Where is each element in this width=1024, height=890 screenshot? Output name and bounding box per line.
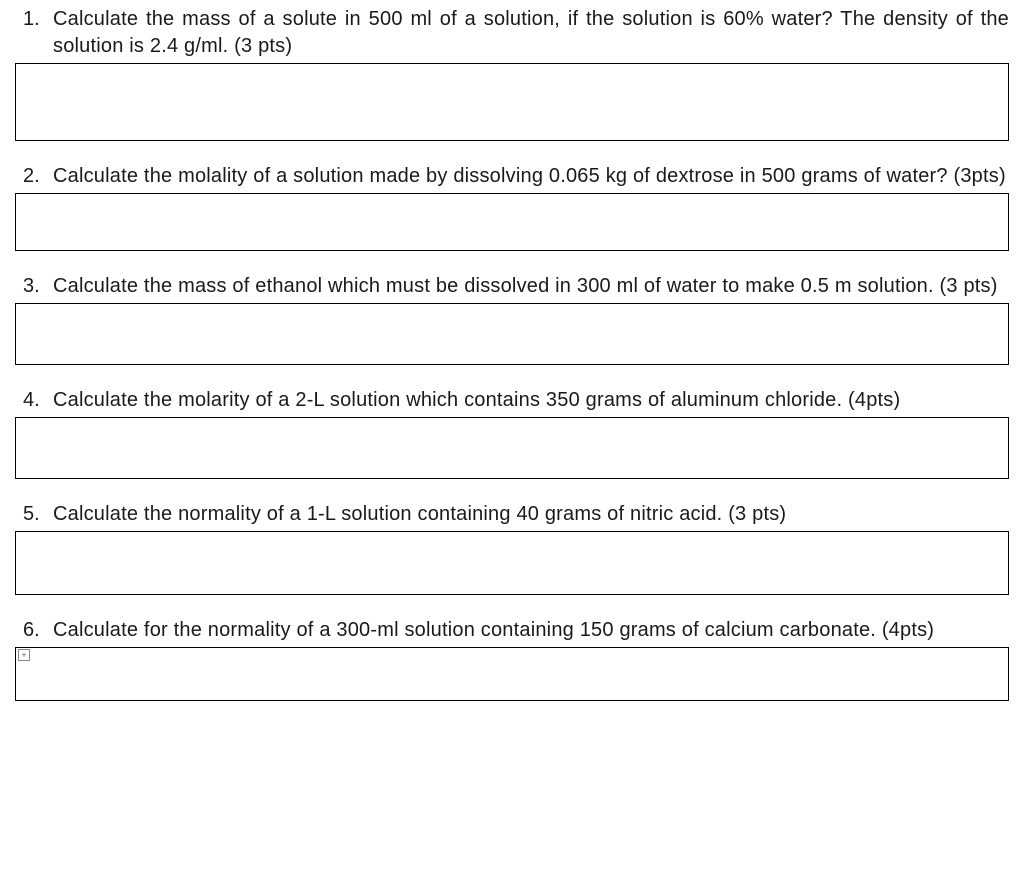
question-number-3: 3. (15, 273, 53, 300)
question-2: 2. Calculate the molality of a solution … (15, 163, 1009, 251)
question-row: 5. Calculate the normality of a 1-L solu… (15, 501, 1009, 528)
question-5: 5. Calculate the normality of a 1-L solu… (15, 501, 1009, 595)
question-number-6: 6. (15, 617, 53, 644)
question-text-3: Calculate the mass of ethanol which must… (53, 273, 1009, 300)
question-number-5: 5. (15, 501, 53, 528)
question-text-6: Calculate for the normality of a 300-ml … (53, 617, 1009, 644)
question-row: 2. Calculate the molality of a solution … (15, 163, 1009, 190)
question-text-1: Calculate the mass of a solute in 500 ml… (53, 6, 1009, 60)
question-number-4: 4. (15, 387, 53, 414)
answer-box-6[interactable] (15, 647, 1009, 701)
anchor-icon: + (18, 649, 30, 661)
question-row: 3. Calculate the mass of ethanol which m… (15, 273, 1009, 300)
answer-box-2[interactable] (15, 193, 1009, 251)
answer-box-3[interactable] (15, 303, 1009, 365)
question-text-4: Calculate the molarity of a 2-L solution… (53, 387, 1009, 414)
question-row: 4. Calculate the molarity of a 2-L solut… (15, 387, 1009, 414)
question-3: 3. Calculate the mass of ethanol which m… (15, 273, 1009, 365)
answer-box-4[interactable] (15, 417, 1009, 479)
question-text-5: Calculate the normality of a 1-L solutio… (53, 501, 1009, 528)
answer-box-5[interactable] (15, 531, 1009, 595)
question-number-1: 1. (15, 6, 53, 33)
question-number-2: 2. (15, 163, 53, 190)
question-6: 6. Calculate for the normality of a 300-… (15, 617, 1009, 701)
question-4: 4. Calculate the molarity of a 2-L solut… (15, 387, 1009, 479)
answer-box-1[interactable] (15, 63, 1009, 141)
question-row: 6. Calculate for the normality of a 300-… (15, 617, 1009, 644)
question-text-2: Calculate the molality of a solution mad… (53, 163, 1009, 190)
question-row: 1. Calculate the mass of a solute in 500… (15, 6, 1009, 60)
question-1: 1. Calculate the mass of a solute in 500… (15, 6, 1009, 141)
